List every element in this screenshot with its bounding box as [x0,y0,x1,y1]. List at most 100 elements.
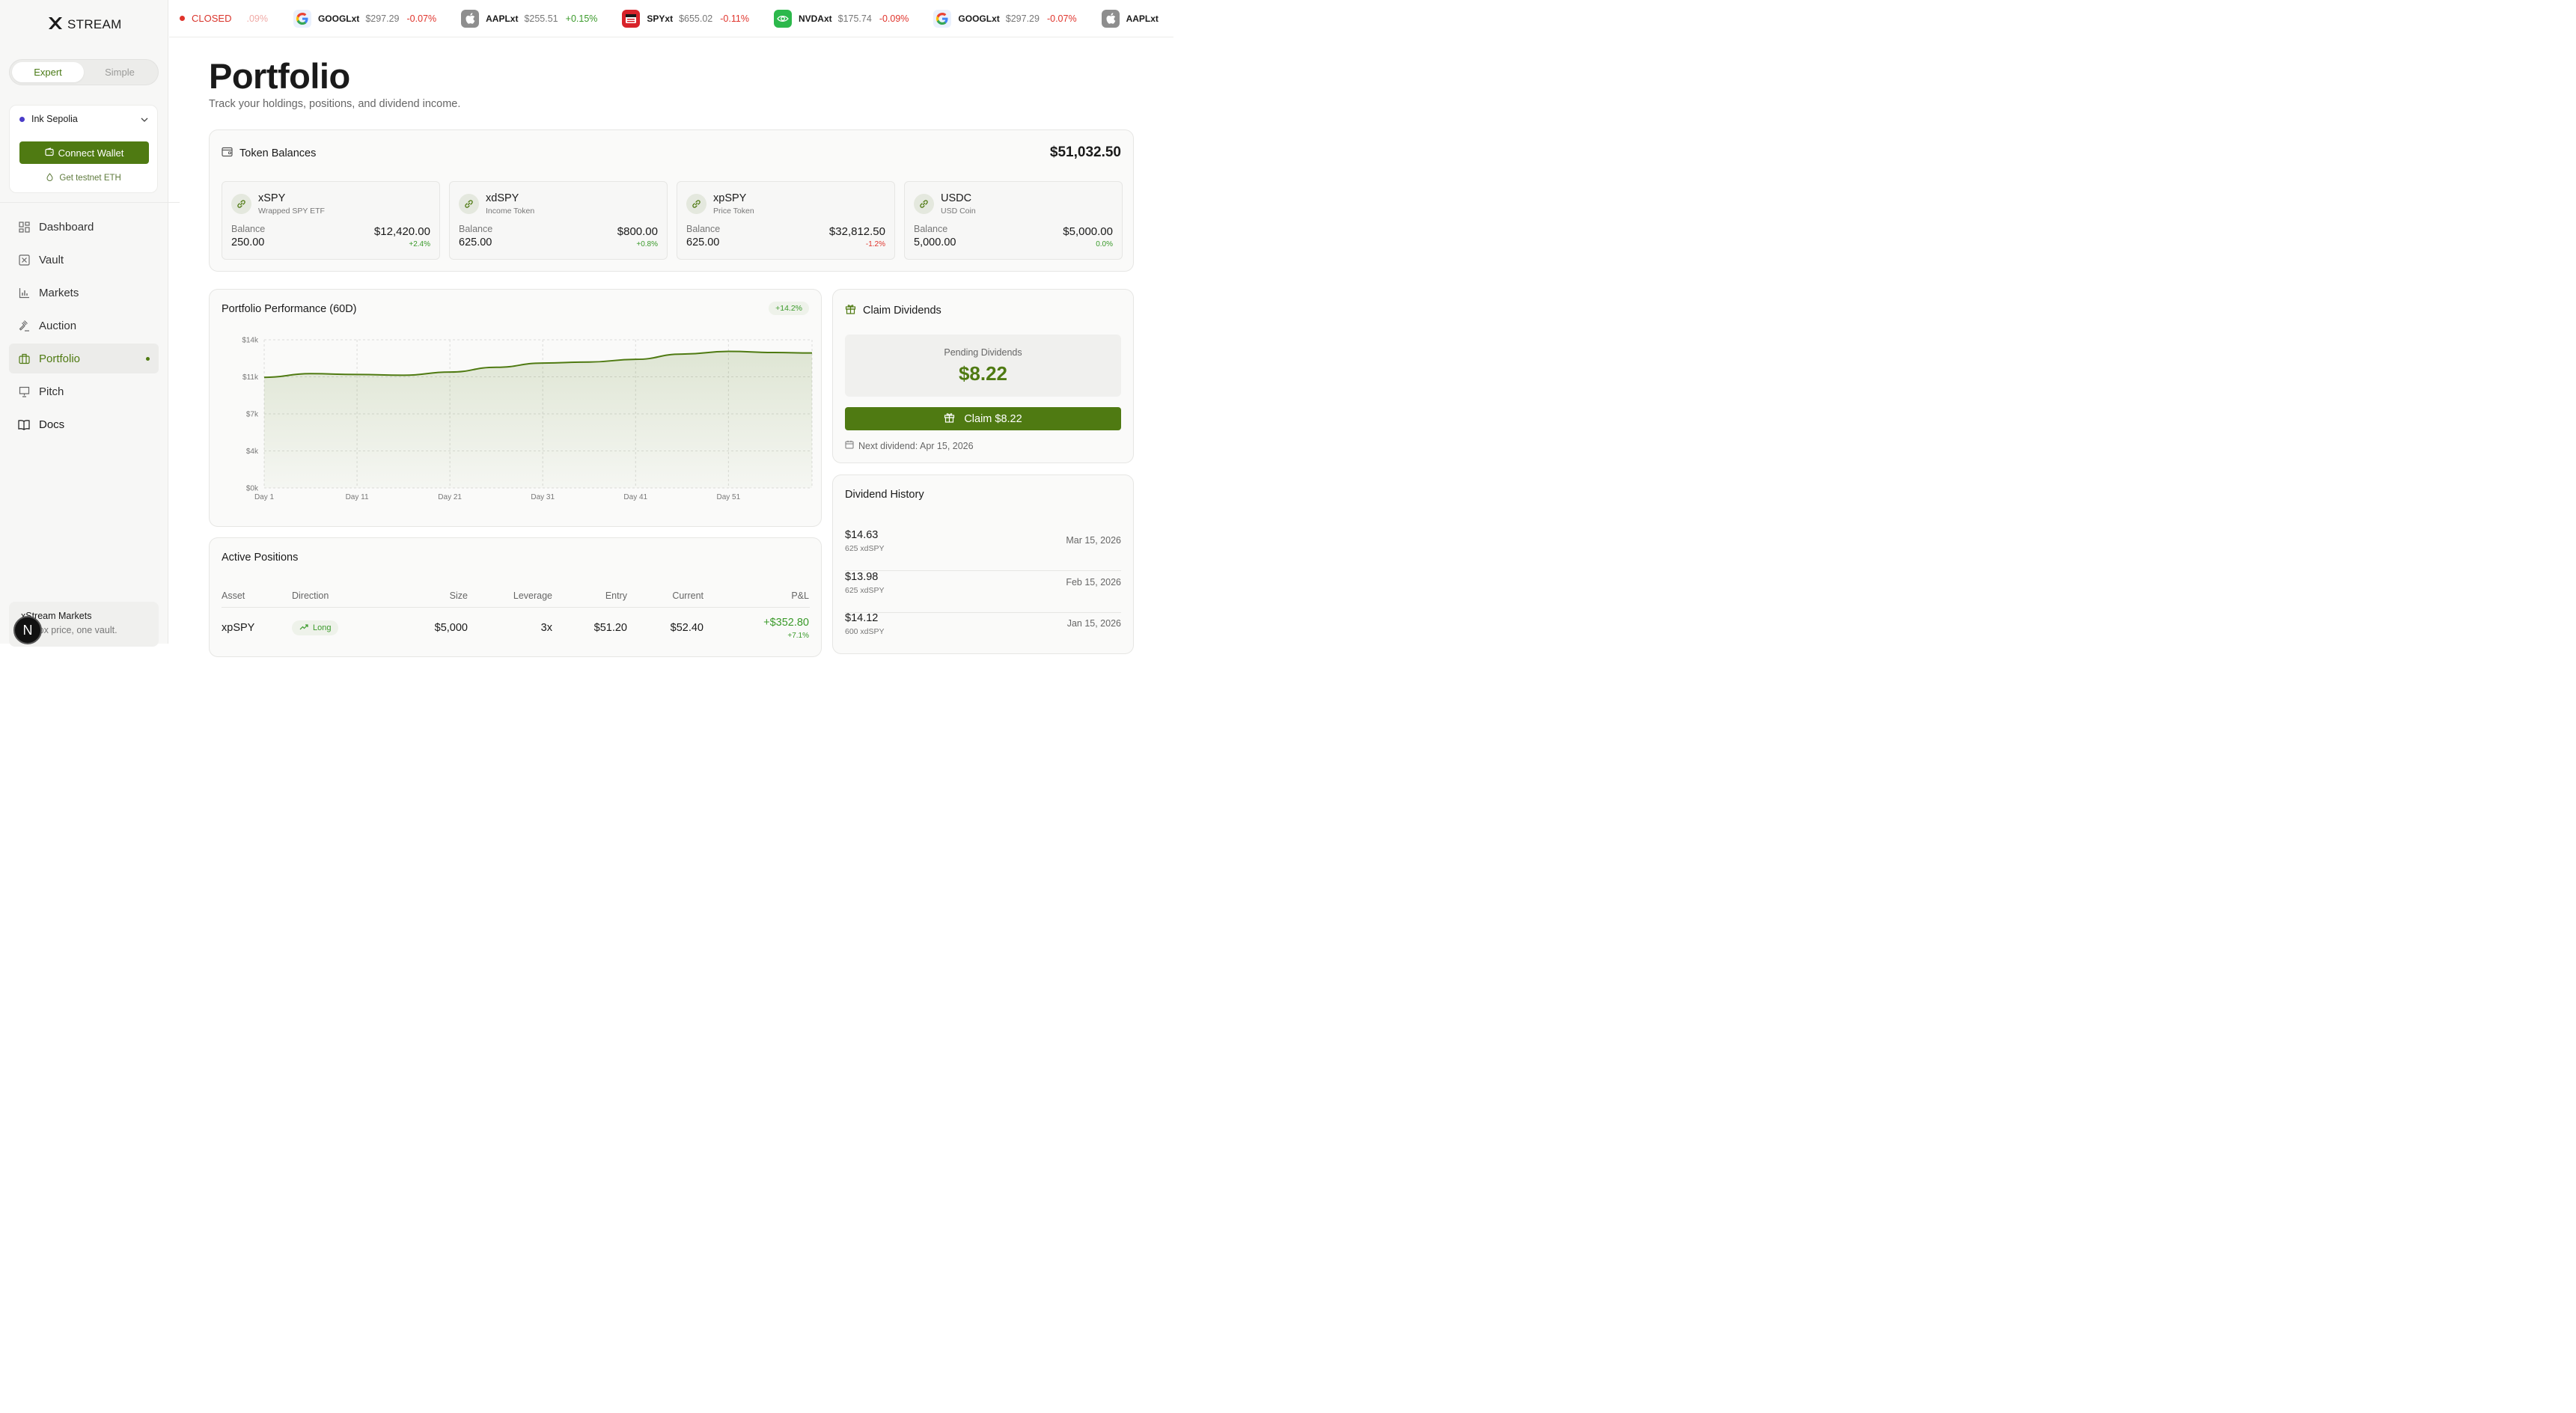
sidebar-nav: Dashboard Vault Markets Auction Portfoli… [9,212,159,442]
balance-label: Balance [459,224,493,234]
balance-label: Balance [686,224,721,234]
column-header-pnl[interactable]: P&L [791,590,809,601]
ticker-partial-change: .09% [246,13,268,24]
status-dot-icon [180,16,185,21]
column-header-direction[interactable]: Direction [292,590,329,601]
ticker-change: -0.07% [1046,13,1077,24]
page-title: Portfolio [209,56,350,96]
mode-expert-button[interactable]: Expert [12,62,84,82]
ticker-item[interactable]: SPYxt $655.02 -0.11% [622,9,749,28]
book-icon [18,418,30,430]
link-icon [231,194,251,214]
link-icon [459,194,479,214]
page-subtitle: Track your holdings, positions, and divi… [209,98,461,110]
apple-logo-icon [461,9,480,28]
ticker-change: -0.11% [720,13,749,24]
avatar[interactable]: N [13,616,42,644]
position-current: $52.40 [670,622,703,634]
token-card-xspy[interactable]: xSPY Wrapped SPY ETF Balance 250.00 $12,… [222,181,440,260]
network-dot-icon [19,116,25,122]
footer-title: xStream Markets [21,611,92,621]
token-description: Income Token [486,207,535,216]
token-change: 0.0% [1096,240,1113,248]
trending-up-icon [299,623,308,632]
ticker-price: $255.51 [524,13,558,24]
ticker-item[interactable]: AAPLxt $255.51 +0.15% [461,9,597,28]
dividend-amount: $13.98 [845,571,879,583]
network-select[interactable]: Ink Sepolia [19,114,148,124]
column-header-leverage[interactable]: Leverage [513,590,552,601]
get-testnet-label: Get testnet ETH [59,174,121,183]
mode-simple-button[interactable]: Simple [105,67,135,78]
sidebar-item-dashboard[interactable]: Dashboard [9,212,159,242]
column-header-asset[interactable]: Asset [222,590,245,601]
portfolio-performance-card: Portfolio Performance (60D) +14.2% $0k $4… [209,289,822,527]
sidebar-item-markets[interactable]: Markets [9,278,159,308]
get-testnet-link[interactable]: Get testnet ETH [10,173,157,183]
x-tick-label: Day 41 [623,493,647,501]
dividend-amount: $14.12 [845,612,879,624]
sidebar-item-label: Auction [39,319,77,332]
ticker-item[interactable]: AAPLxt [1101,9,1165,28]
position-leverage: 3x [540,622,552,634]
token-balance: 625.00 [459,236,492,248]
token-card-xdspy[interactable]: xdSPY Income Token Balance 625.00 $800.0… [449,181,668,260]
performance-chart[interactable]: $0k $4k $7k $11k $14k Day 1 Day 11 Day 21 Day 3… [210,290,822,528]
x-tick-label: Day 31 [531,493,555,501]
token-value: $12,420.00 [373,225,430,238]
ticker-item[interactable]: NVDAxt $175.74 -0.09% [773,9,909,28]
brand-logo[interactable]: STREAM [48,16,122,32]
balance-label: Balance [914,224,948,234]
performance-title: Portfolio Performance (60D) [222,303,357,315]
ticker-price: $297.29 [1005,13,1040,24]
ticker-symbol: AAPLxt [486,13,519,24]
dividend-date: Mar 15, 2026 [1066,535,1121,546]
ticker-item[interactable]: GOOGLxt $297.29 -0.07% [933,9,1077,28]
wallet-icon [45,147,54,159]
column-header-current[interactable]: Current [672,590,703,601]
sidebar-item-docs[interactable]: Docs [9,409,159,439]
y-tick-label: $7k [246,411,259,419]
ticker-item[interactable]: GOOGLxt $297.29 -0.07% [293,9,436,28]
ticker-price: $297.29 [365,13,400,24]
column-header-entry[interactable]: Entry [605,590,627,601]
list-item: $14.63 625 xdSPY Mar 15, 2026 [845,529,1121,571]
ticker-symbol: SPYxt [647,13,674,24]
sidebar-item-label: Dashboard [39,220,94,234]
wallet-icon [222,146,233,160]
token-description: Wrapped SPY ETF [258,207,325,216]
nvidia-logo-icon [773,9,792,28]
pending-dividends-label: Pending Dividends [944,347,1022,358]
balance-label: Balance [231,224,266,234]
token-name: xpSPY [713,192,747,204]
active-indicator-dot [146,357,150,361]
vault-icon [18,254,30,266]
apple-logo-icon [1101,9,1120,28]
dividend-date: Feb 15, 2026 [1066,577,1121,588]
chart-x-axis: Day 1 Day 11 Day 21 Day 31 Day 41 Day 51 [254,493,741,501]
sidebar-item-label: Docs [39,418,65,431]
sidebar-item-vault[interactable]: Vault [9,245,159,275]
position-entry: $51.20 [593,622,627,634]
token-balance: 625.00 [686,236,720,248]
token-card-xpspy[interactable]: xpSPY Price Token Balance 625.00 $32,812… [677,181,895,260]
y-tick-label: $14k [242,337,259,345]
token-card-usdc[interactable]: USDC USD Coin Balance 5,000.00 $5,000.00… [904,181,1123,260]
column-header-size[interactable]: Size [449,590,468,601]
next-dividend-text: Next dividend: Apr 15, 2026 [858,440,974,451]
sidebar-item-pitch[interactable]: Pitch [9,376,159,406]
token-value: $800.00 [617,225,658,238]
token-description: USD Coin [941,207,976,216]
active-positions-title: Active Positions [222,552,299,564]
claim-button[interactable]: Claim $8.22 [845,407,1121,430]
ticker-symbol: AAPLxt [1126,13,1159,24]
token-balances-card: Token Balances $51,032.50 xSPY Wrapped S… [209,129,1134,272]
connect-wallet-button[interactable]: Connect Wallet [19,141,149,164]
x-tick-label: Day 1 [254,493,275,501]
sidebar-item-portfolio[interactable]: Portfolio [9,344,159,373]
sidebar-item-auction[interactable]: Auction [9,311,159,341]
active-positions-card: Active Positions Asset Direction Size Le… [209,537,822,657]
chevron-down-icon [141,114,148,124]
link-icon [914,194,934,214]
link-icon [686,194,706,214]
